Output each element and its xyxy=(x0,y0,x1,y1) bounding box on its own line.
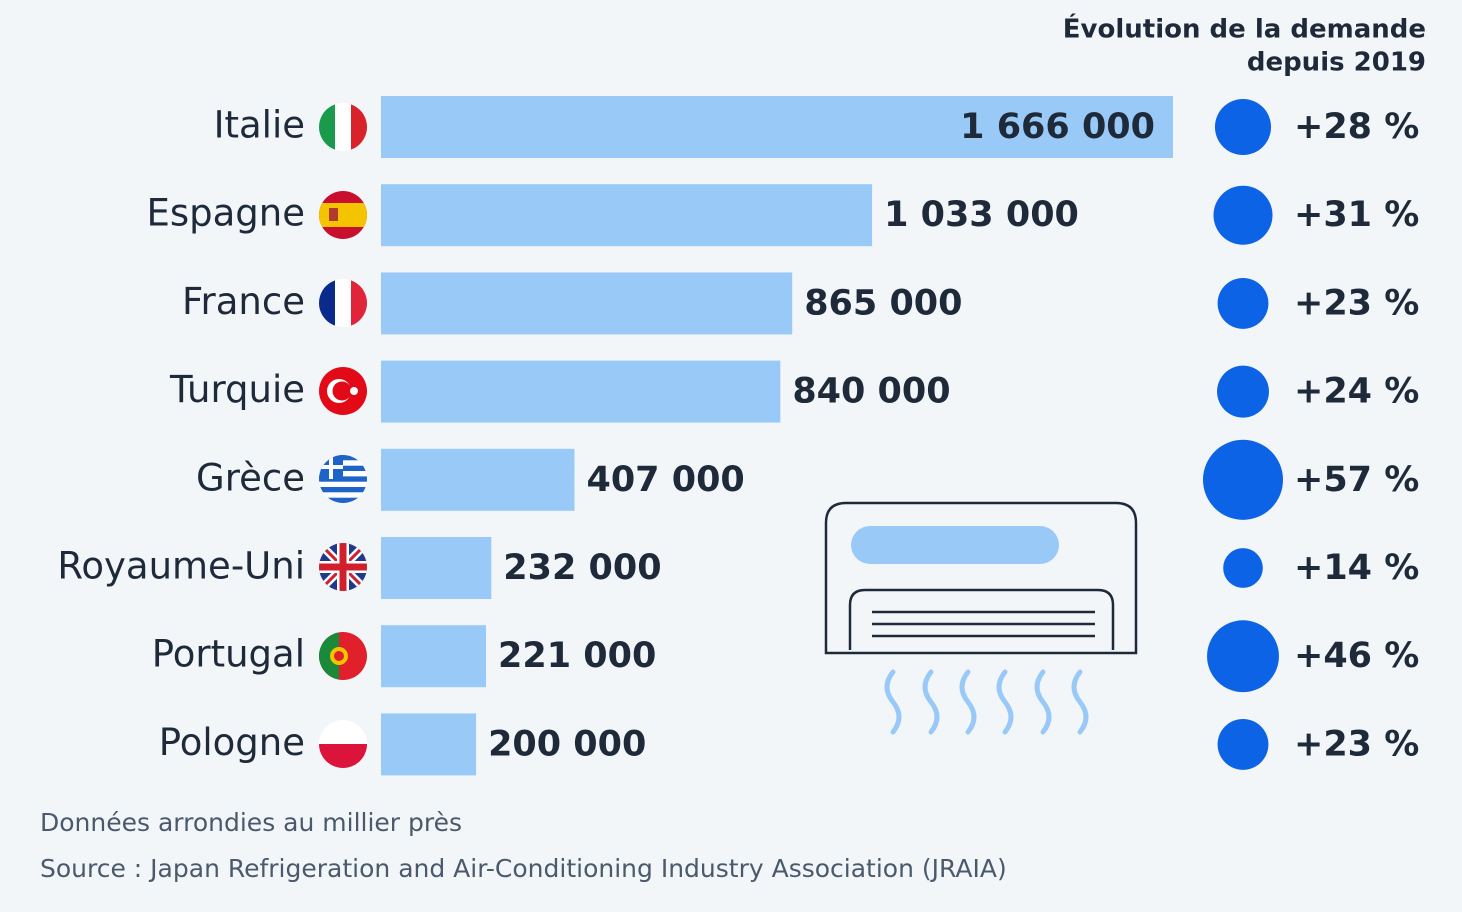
bar xyxy=(381,184,873,247)
growth-label: +24 % xyxy=(1294,372,1419,412)
category-label: Portugal xyxy=(152,633,305,676)
growth-title: depuis 2019 xyxy=(1247,48,1426,78)
value-label: 865 000 xyxy=(804,283,962,323)
growth-title: Évolution de la demande xyxy=(1063,13,1426,45)
category-label: Royaume-Uni xyxy=(57,545,305,588)
bar xyxy=(381,96,1173,158)
value-label: 1 666 000 xyxy=(960,107,1155,147)
growth-bubble xyxy=(1207,620,1279,693)
bar xyxy=(381,272,793,335)
category-label: Italie xyxy=(214,104,305,147)
air-conditioner-icon xyxy=(824,501,1138,735)
growth-bubble xyxy=(1217,277,1269,329)
growth-bubble xyxy=(1213,185,1273,245)
value-label: 221 000 xyxy=(498,636,656,676)
bar xyxy=(381,625,487,688)
growth-label: +28 % xyxy=(1294,107,1419,147)
value-label: 1 033 000 xyxy=(884,195,1079,235)
growth-label: +31 % xyxy=(1294,195,1419,235)
growth-label: +23 % xyxy=(1294,283,1419,323)
bar xyxy=(381,448,575,511)
category-label: Turquie xyxy=(169,368,305,411)
source: Source : Japan Refrigeration and Air-Con… xyxy=(40,854,1007,883)
category-label: Espagne xyxy=(146,192,305,235)
value-label: 407 000 xyxy=(586,460,744,500)
category-label: Grèce xyxy=(196,456,305,499)
growth-bubble xyxy=(1223,548,1263,588)
value-label: 200 000 xyxy=(488,724,646,764)
value-label: 232 000 xyxy=(503,548,661,588)
growth-bubble xyxy=(1214,98,1272,156)
bar xyxy=(381,537,492,599)
growth-label: +46 % xyxy=(1294,636,1419,676)
growth-bubble xyxy=(1202,439,1284,520)
note: Données arrondies au millier près xyxy=(40,808,462,837)
growth-label: +23 % xyxy=(1294,724,1419,764)
bar xyxy=(381,360,781,423)
value-label: 840 000 xyxy=(792,372,950,412)
growth-label: +57 % xyxy=(1294,460,1419,500)
growth-bubble xyxy=(1217,718,1269,770)
category-label: France xyxy=(182,280,305,323)
bar xyxy=(381,713,477,776)
category-label: Pologne xyxy=(159,721,305,764)
growth-label: +14 % xyxy=(1294,548,1419,588)
flags xyxy=(319,103,367,768)
growth-bubble xyxy=(1217,365,1269,418)
